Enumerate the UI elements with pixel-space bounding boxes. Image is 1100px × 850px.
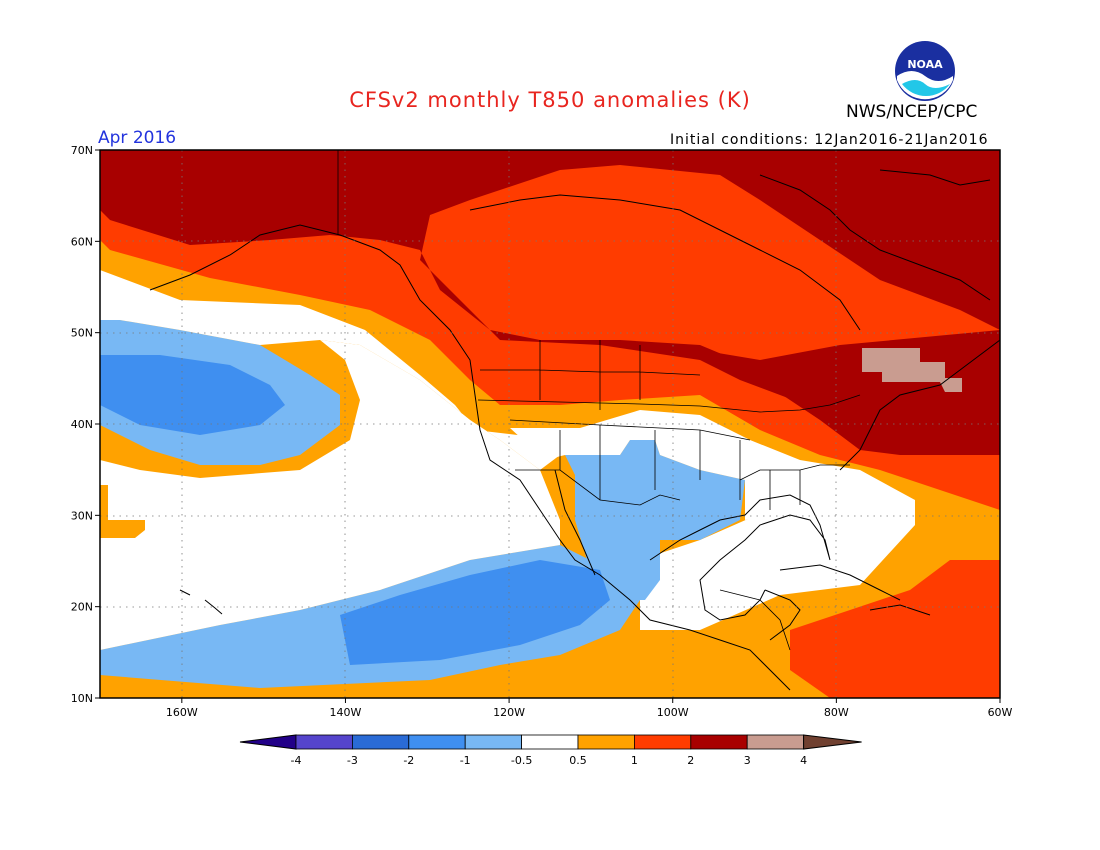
chart-title: CFSv2 monthly T850 anomalies (K) bbox=[349, 88, 751, 112]
neutral-region-us bbox=[510, 410, 860, 520]
colorbar-label: -1 bbox=[460, 754, 471, 767]
lat-tick-label: 70N bbox=[71, 144, 93, 157]
lon-tick-label: 120W bbox=[493, 706, 525, 719]
logo-text: NOAA bbox=[907, 58, 943, 71]
lat-tick-label: 50N bbox=[71, 327, 93, 340]
colorbar-max-arrow bbox=[803, 734, 862, 750]
forecast-month: Apr 2016 bbox=[98, 128, 177, 148]
colorbar-label: -0.5 bbox=[511, 754, 532, 767]
agency-label: NWS/NCEP/CPC bbox=[846, 102, 978, 122]
colorbar: -4 -3 -2 -1 -0.5 0.5 1 2 3 4 bbox=[239, 734, 862, 767]
colorbar-min-arrow bbox=[239, 734, 297, 750]
lat-tick-label: 10N bbox=[71, 692, 93, 705]
neutral-region-pacific bbox=[100, 340, 560, 650]
colorbar-label: 1 bbox=[631, 754, 638, 767]
graticule bbox=[100, 150, 1000, 698]
colorbar-label: 4 bbox=[800, 754, 807, 767]
anomaly-region-tan bbox=[862, 348, 962, 392]
latitude-labels: 70N 60N 50N 40N 30N 20N 10N bbox=[71, 144, 100, 705]
lon-tick-label: 140W bbox=[330, 706, 362, 719]
colorbar-label: -2 bbox=[403, 754, 414, 767]
colorbar-label: 0.5 bbox=[569, 754, 587, 767]
anomaly-region-blue-south bbox=[340, 560, 610, 665]
lon-tick-label: 60W bbox=[988, 706, 1013, 719]
political-borders bbox=[337, 150, 861, 651]
anomaly-region-darkred bbox=[100, 150, 1000, 440]
colorbar-label: -4 bbox=[291, 754, 302, 767]
lon-tick-label: 160W bbox=[166, 706, 198, 719]
colorbar-label: 2 bbox=[687, 754, 694, 767]
lon-tick-label: 80W bbox=[824, 706, 849, 719]
lat-tick-label: 30N bbox=[71, 509, 93, 522]
colorbar-label: 3 bbox=[744, 754, 751, 767]
lon-tick-label: 100W bbox=[657, 706, 689, 719]
longitude-labels: 160W 140W 120W 100W 80W 60W bbox=[166, 698, 1013, 719]
map-plot-area bbox=[100, 150, 1000, 698]
anomaly-region-orange-west bbox=[100, 485, 145, 538]
colorbar-box bbox=[690, 734, 748, 750]
colorbar-box bbox=[408, 734, 466, 750]
anomaly-region-darkred-east bbox=[700, 330, 1000, 455]
anomaly-region-red bbox=[100, 150, 1000, 510]
colorbar-box bbox=[464, 734, 523, 750]
anomaly-region-blue-pacific bbox=[100, 355, 285, 435]
colorbar-box bbox=[295, 734, 353, 750]
lat-tick-label: 40N bbox=[71, 418, 93, 431]
colorbar-box bbox=[746, 734, 805, 750]
neutral-region-northpacific bbox=[100, 270, 560, 470]
anomaly-region-red-south bbox=[790, 560, 1000, 698]
neutral-region-gulf bbox=[640, 470, 915, 630]
colorbar-label: -3 bbox=[347, 754, 358, 767]
noaa-logo: NOAA bbox=[894, 40, 956, 102]
colorbar-box bbox=[634, 734, 692, 750]
colorbar-box bbox=[351, 734, 410, 750]
colorbar-box bbox=[577, 734, 635, 750]
coastlines bbox=[149, 169, 1000, 691]
lat-tick-label: 20N bbox=[71, 601, 93, 614]
initial-conditions: Initial conditions: 12Jan2016-21Jan2016 bbox=[670, 132, 989, 148]
colorbar-box bbox=[521, 734, 579, 750]
lat-tick-label: 60N bbox=[71, 235, 93, 248]
